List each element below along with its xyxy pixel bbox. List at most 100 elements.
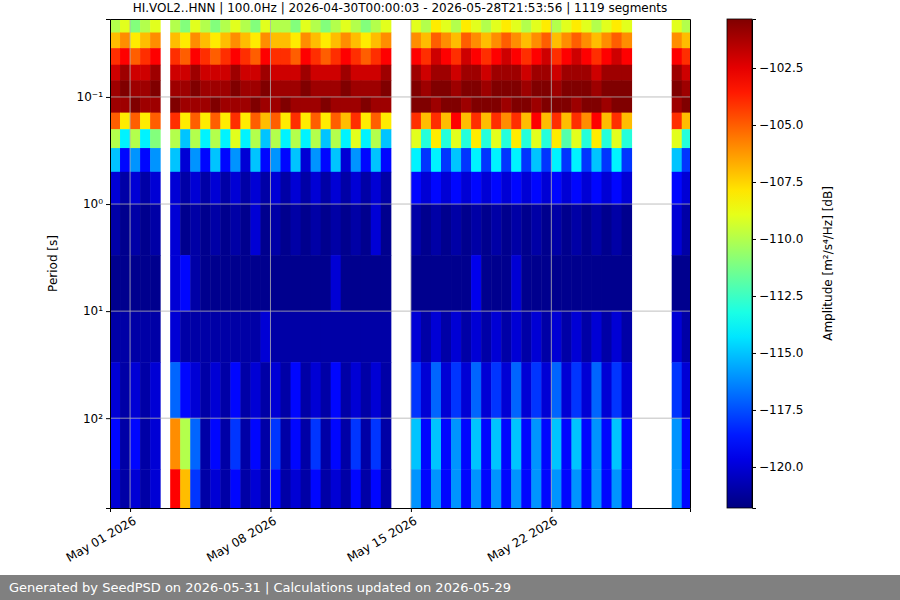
heatmap-cell xyxy=(291,172,302,205)
heatmap-cell xyxy=(441,255,452,311)
heatmap-cell xyxy=(441,33,452,49)
heatmap-cell xyxy=(541,129,552,148)
heatmap-cell xyxy=(240,65,251,81)
heatmap-cell xyxy=(612,65,623,81)
heatmap-cell xyxy=(501,469,512,508)
heatmap-cell xyxy=(591,311,602,363)
colorbar-title: Amplitude [m²/s⁴/Hz] [dB] xyxy=(821,186,835,341)
heatmap-cell xyxy=(321,97,332,113)
heatmap-cell xyxy=(571,19,582,33)
heatmap-cell xyxy=(581,204,592,256)
heatmap-cell xyxy=(150,418,161,470)
heatmap-cell xyxy=(110,33,121,49)
heatmap-cell xyxy=(612,204,623,256)
heatmap-cell xyxy=(311,204,322,256)
frame-line xyxy=(690,20,691,509)
heatmap-cell xyxy=(220,469,231,508)
heatmap-cell xyxy=(190,362,201,418)
heatmap-cell xyxy=(190,148,201,172)
heatmap-cell xyxy=(491,255,502,311)
heatmap-cell xyxy=(521,129,532,148)
heatmap-cell xyxy=(381,97,392,113)
heatmap-cell xyxy=(240,418,251,470)
heatmap-cell xyxy=(130,469,141,508)
heatmap-cell xyxy=(601,48,612,65)
heatmap-cell xyxy=(371,65,382,81)
heatmap-cell xyxy=(180,113,191,130)
heatmap-cell xyxy=(150,204,161,256)
heatmap-cell xyxy=(451,362,462,418)
heatmap-cell xyxy=(140,65,151,81)
heatmap-cell xyxy=(381,19,392,33)
heatmap-cell xyxy=(361,129,372,148)
tick-mark xyxy=(752,353,756,354)
heatmap-cell xyxy=(180,48,191,65)
heatmap-cell xyxy=(220,97,231,113)
tick-mark xyxy=(752,410,756,411)
heatmap-cell xyxy=(331,311,342,363)
heatmap-cell xyxy=(130,97,141,113)
heatmap-cell xyxy=(250,418,261,470)
heatmap-cell xyxy=(371,418,382,470)
heatmap-cell xyxy=(421,148,432,172)
heatmap-cell xyxy=(461,362,472,418)
heatmap-cell xyxy=(501,148,512,172)
heatmap-cell xyxy=(291,311,302,363)
heatmap-cell xyxy=(561,362,572,418)
heatmap-cell xyxy=(501,80,512,97)
heatmap-cell xyxy=(511,129,522,148)
heatmap-cell xyxy=(501,97,512,113)
tick: 10⁻¹ xyxy=(77,90,110,104)
heatmap-cell xyxy=(431,97,442,113)
heatmap-cell xyxy=(301,255,312,311)
heatmap-cell xyxy=(331,19,342,33)
heatmap-cell xyxy=(561,19,572,33)
heatmap-cell xyxy=(491,129,502,148)
heatmap-cell xyxy=(682,172,690,205)
heatmap-cell xyxy=(511,469,522,508)
tick: −102.5 xyxy=(752,61,803,75)
heatmap-cell xyxy=(200,311,211,363)
heatmap-cell xyxy=(491,97,502,113)
heatmap-cell xyxy=(361,255,372,311)
heatmap-cell xyxy=(120,80,131,97)
heatmap-cell xyxy=(361,19,372,33)
heatmap-cell xyxy=(411,469,422,508)
heatmap-cell xyxy=(351,469,362,508)
heatmap-cell xyxy=(130,255,141,311)
heatmap-cell xyxy=(110,129,121,148)
tick-label: −120.0 xyxy=(759,460,803,474)
heatmap-cell xyxy=(571,129,582,148)
heatmap-cell xyxy=(311,65,322,81)
heatmap-cell xyxy=(581,48,592,65)
grid-line-y xyxy=(110,311,690,312)
heatmap-cell xyxy=(190,469,201,508)
heatmap-cell xyxy=(381,148,392,172)
heatmap-cell xyxy=(180,204,191,256)
heatmap-cell xyxy=(521,33,532,49)
heatmap-cell xyxy=(612,97,623,113)
heatmap-cell xyxy=(591,172,602,205)
heatmap-cell xyxy=(301,418,312,470)
heatmap-cell xyxy=(672,80,683,97)
heatmap-cell xyxy=(531,311,542,363)
heatmap-cell xyxy=(622,148,633,172)
heatmap-cell xyxy=(351,204,362,256)
heatmap-cell xyxy=(240,97,251,113)
heatmap-cell xyxy=(381,418,392,470)
heatmap-cell xyxy=(561,113,572,130)
heatmap-cell xyxy=(581,113,592,130)
heatmap-cell xyxy=(321,129,332,148)
heatmap-cell xyxy=(120,204,131,256)
heatmap-cell xyxy=(120,97,131,113)
heatmap-cell xyxy=(672,129,683,148)
heatmap-cell xyxy=(351,418,362,470)
heatmap-cell xyxy=(240,19,251,33)
heatmap-cell xyxy=(311,80,322,97)
heatmap-cell xyxy=(281,33,292,49)
heatmap-cell xyxy=(180,129,191,148)
heatmap-cell xyxy=(531,113,542,130)
heatmap-cell xyxy=(270,204,281,256)
heatmap-cell xyxy=(331,204,342,256)
heatmap-cell xyxy=(281,129,292,148)
